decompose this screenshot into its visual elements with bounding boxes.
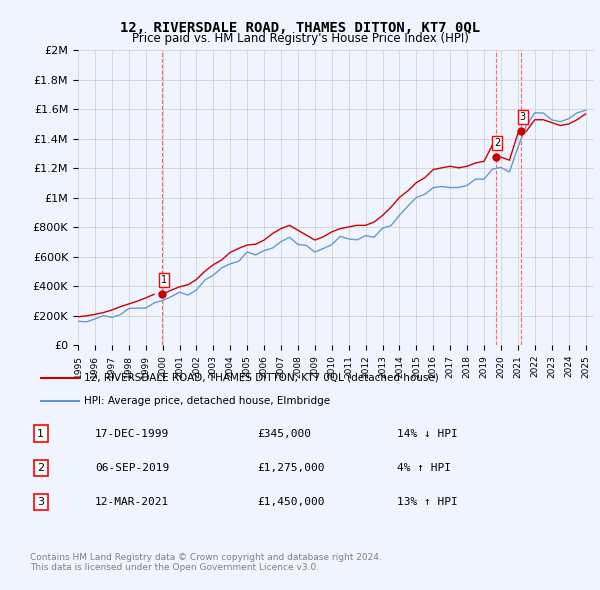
Text: HPI: Average price, detached house, Elmbridge: HPI: Average price, detached house, Elmb… [84,396,330,406]
Text: Contains HM Land Registry data © Crown copyright and database right 2024.: Contains HM Land Registry data © Crown c… [30,553,382,562]
Text: 14% ↓ HPI: 14% ↓ HPI [397,429,458,438]
Text: 3: 3 [37,497,44,507]
Text: 1: 1 [37,429,44,438]
Text: £1,275,000: £1,275,000 [257,463,324,473]
Text: Price paid vs. HM Land Registry's House Price Index (HPI): Price paid vs. HM Land Registry's House … [131,32,469,45]
Text: 3: 3 [520,113,526,123]
Text: 1: 1 [161,276,167,286]
Text: 13% ↑ HPI: 13% ↑ HPI [397,497,458,507]
Text: 12-MAR-2021: 12-MAR-2021 [95,497,169,507]
Text: 2: 2 [494,138,500,148]
Text: This data is licensed under the Open Government Licence v3.0.: This data is licensed under the Open Gov… [30,563,319,572]
Text: 17-DEC-1999: 17-DEC-1999 [95,429,169,438]
Text: 12, RIVERSDALE ROAD, THAMES DITTON, KT7 0QL: 12, RIVERSDALE ROAD, THAMES DITTON, KT7 … [120,21,480,35]
Text: 4% ↑ HPI: 4% ↑ HPI [397,463,451,473]
Text: 12, RIVERSDALE ROAD, THAMES DITTON, KT7 0QL (detached house): 12, RIVERSDALE ROAD, THAMES DITTON, KT7 … [84,373,439,383]
Text: 2: 2 [37,463,44,473]
Text: £1,450,000: £1,450,000 [257,497,324,507]
Text: £345,000: £345,000 [257,429,311,438]
Text: 06-SEP-2019: 06-SEP-2019 [95,463,169,473]
